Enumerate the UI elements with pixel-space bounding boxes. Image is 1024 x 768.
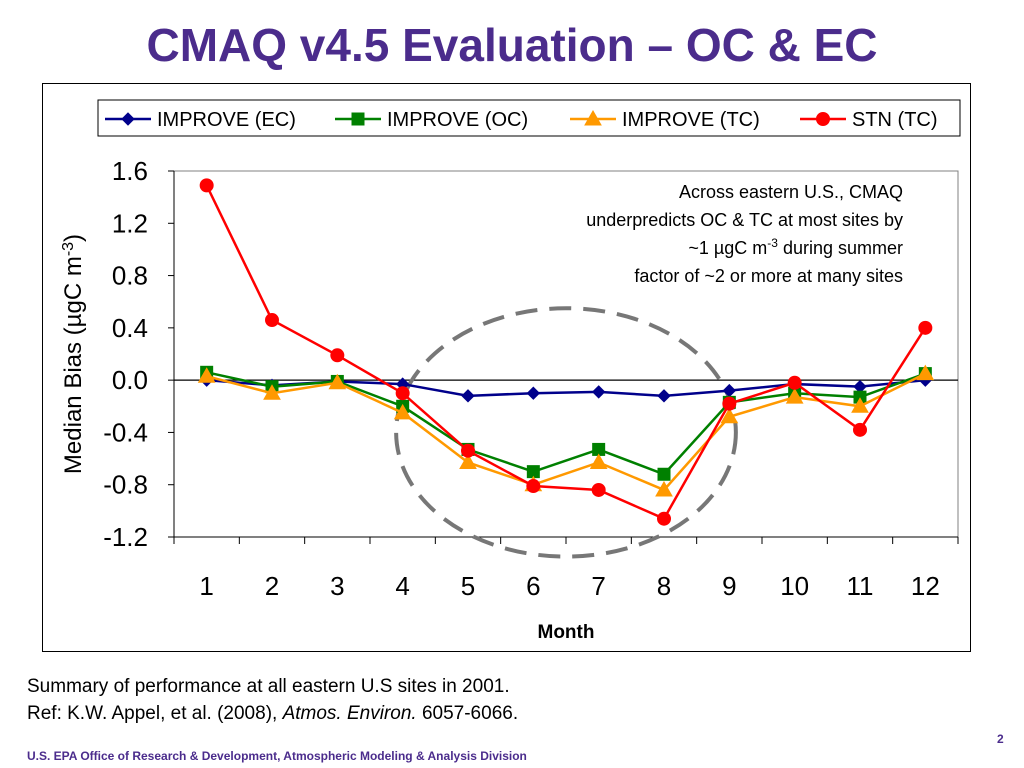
data-point [655,480,673,497]
slide-title: CMAQ v4.5 Evaluation – OC & EC [146,19,878,71]
y-tick-label: 0.4 [112,313,148,343]
legend-label: STN (TC) [852,109,938,131]
x-tick-label: 8 [657,571,671,601]
axes: -1.2-0.8-0.40.00.40.81.21.61 2 3 4 5 6 7 8 9 10 11… [60,156,959,643]
series-layer [197,178,935,526]
data-point [657,511,671,526]
data-point [851,397,869,413]
reference-prefix: Ref: K.W. Appel, et al. (2008), [27,703,283,724]
footer: U.S. EPA Office of Research & Developmen… [27,749,527,763]
annotation-line: Across eastern U.S., CMAQ [679,182,903,202]
series-stn-tc [199,178,933,526]
x-tick-label: 9 [722,571,736,601]
chart-frame: IMPROVE (EC) IMPROVE (OC) IMPROVE (TC) STN … [42,83,971,652]
legend-swatch-marker [816,112,830,126]
data-point [328,373,347,390]
x-tick-label: 5 [461,571,475,601]
data-point [722,383,737,398]
data-point [918,320,933,335]
reference-journal: Atmos. Environ. [282,703,417,724]
annotation-line: underpredicts OC & TC at most sites by [586,210,903,230]
highlight-ellipse [394,306,738,559]
data-point [591,385,606,399]
x-tick-label: 2 [265,571,279,601]
data-point [526,386,541,400]
y-tick-label: 1.2 [112,208,148,238]
x-tick-label: 1 [199,571,213,601]
data-point [720,407,739,424]
x-tick-label: 11 [847,571,874,601]
data-point [395,386,410,401]
data-point [916,364,935,381]
data-point [589,453,608,469]
data-point [199,178,214,193]
data-point [459,453,477,469]
y-tick-label: 0.0 [112,365,148,395]
legend-label: IMPROVE (OC) [387,109,528,131]
legend: IMPROVE (EC) IMPROVE (OC) IMPROVE (TC) STN … [97,99,961,137]
y-tick-label: -1.2 [103,522,148,552]
y-tick-label: 0.8 [112,261,148,291]
x-tick-label: 10 [780,571,809,601]
reference-pages: 6057-6066. [416,703,519,724]
data-point [657,389,671,403]
data-point [785,388,804,404]
data-point [330,348,345,363]
annotation-line: ~1 µgC m-3 during summer [688,236,903,258]
legend-label: IMPROVE (TC) [622,109,760,131]
data-point [853,422,867,437]
data-point [393,403,412,420]
annotation-layer: Across eastern U.S., CMAQ underpredicts O… [586,182,903,286]
series-improve-oc [200,365,932,481]
data-point [263,384,281,400]
reference-line: Ref: K.W. Appel, et al. (2008), Atmos. E… [27,703,518,725]
series-improve-tc [197,364,935,497]
data-point [722,396,737,411]
y-tick-label: -0.4 [103,417,148,447]
legend-swatch-marker [121,112,135,126]
y-tick-label: -0.8 [103,470,148,500]
data-point [461,443,475,458]
x-tick-label: 6 [526,571,540,601]
y-tick-label: 1.6 [112,156,148,186]
x-tick-label: 12 [911,571,940,601]
data-point [787,375,802,390]
legend-swatch-marker [584,109,602,126]
series-line [206,372,926,492]
data-point [526,479,541,494]
x-tick-label: 4 [395,571,409,601]
x-tick-label: 3 [330,571,344,601]
legend-swatch-marker [351,112,365,126]
data-point [197,367,216,383]
summary-line: Summary of performance at all eastern U.… [27,676,510,697]
data-point [461,389,475,403]
highlight-ellipse-layer [394,306,738,559]
data-point [265,313,279,328]
data-point [591,482,606,497]
data-point [657,467,671,481]
series-line [206,371,926,476]
chart: IMPROVE (EC) IMPROVE (OC) IMPROVE (TC) STN … [60,99,961,643]
page-number: 2 [997,732,1004,746]
x-axis-label: Month [538,622,595,643]
legend-label: IMPROVE (EC) [157,109,296,131]
x-tick-label: 7 [591,571,605,601]
y-axis-label: Median Bias (µgC m-3) [60,234,88,474]
annotation-line: factor of ~2 or more at many sites [634,266,903,286]
series-line [205,184,927,521]
